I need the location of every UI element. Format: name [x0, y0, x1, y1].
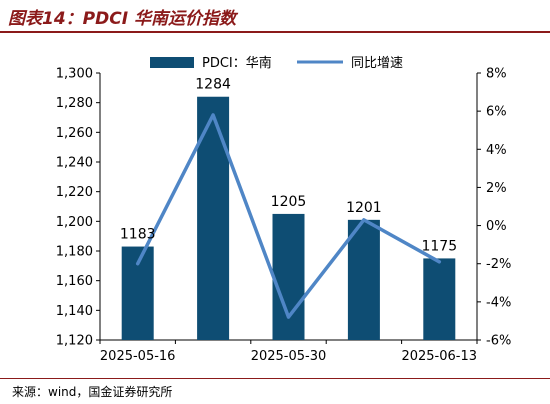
- y-left-tick-label: 1,160: [56, 274, 93, 289]
- y-left-tick-label: 1,140: [56, 304, 93, 319]
- y-right-tick-label: 0%: [486, 219, 507, 234]
- y-right-tick-label: 8%: [486, 67, 507, 82]
- legend-swatch-bar: [150, 57, 194, 68]
- x-tick-label: 2025-06-13: [401, 349, 477, 364]
- y-left-tick-label: 1,300: [56, 67, 93, 82]
- y-right-tick-label: -2%: [486, 257, 511, 272]
- y-left-tick-label: 1,260: [56, 126, 93, 141]
- legend-label-line: 同比增速: [351, 56, 403, 71]
- bar: [347, 219, 380, 340]
- legend-label-bar: PDCI：华南: [202, 55, 272, 71]
- source-divider: [0, 378, 550, 379]
- figure-title: 图表14：PDCI 华南运价指数: [8, 9, 236, 29]
- y-right-tick-label: 6%: [486, 105, 507, 120]
- y-left-tick-label: 1,180: [56, 245, 93, 260]
- y-right-tick-label: -6%: [486, 334, 511, 349]
- bar-data-label: 1201: [346, 200, 382, 216]
- y-left-tick-label: 1,280: [56, 96, 93, 111]
- chart: PDCI：华南 同比增速 1,1201,1401,1601,1801,2001,…: [56, 55, 512, 365]
- bar-data-label: 1205: [271, 194, 307, 210]
- y-left-tick-label: 1,220: [56, 185, 93, 200]
- chart-bars: [121, 96, 456, 340]
- y-right-tick-label: 2%: [486, 181, 507, 196]
- chart-data-labels: 1183 1284 1205 1201 1175: [120, 77, 457, 255]
- bar: [272, 213, 305, 340]
- chart-axes: 1,120 1,140 1,160 1,180 1,200 1,220 1,240 1,260…: [56, 67, 512, 365]
- bar-data-label: 1183: [120, 227, 156, 243]
- bar-data-label: 1175: [421, 238, 457, 254]
- chart-legend: PDCI：华南 同比增速: [150, 55, 403, 71]
- chart-line: [135, 113, 442, 319]
- y-left-tick-label: 1,200: [56, 215, 93, 230]
- source-note: 来源：wind，国金证券研究所: [12, 385, 173, 399]
- y-right-tick-label: -4%: [486, 295, 511, 310]
- x-tick-label: 2025-05-16: [100, 349, 176, 364]
- y-left-tick-label: 1,120: [56, 334, 93, 349]
- y-left-tick-label: 1,240: [56, 156, 93, 171]
- x-tick-label: 2025-05-30: [251, 349, 327, 364]
- bar: [423, 258, 456, 340]
- y-right-tick-label: 4%: [486, 143, 507, 158]
- bar-data-label: 1284: [195, 77, 231, 93]
- title-divider: [0, 31, 550, 33]
